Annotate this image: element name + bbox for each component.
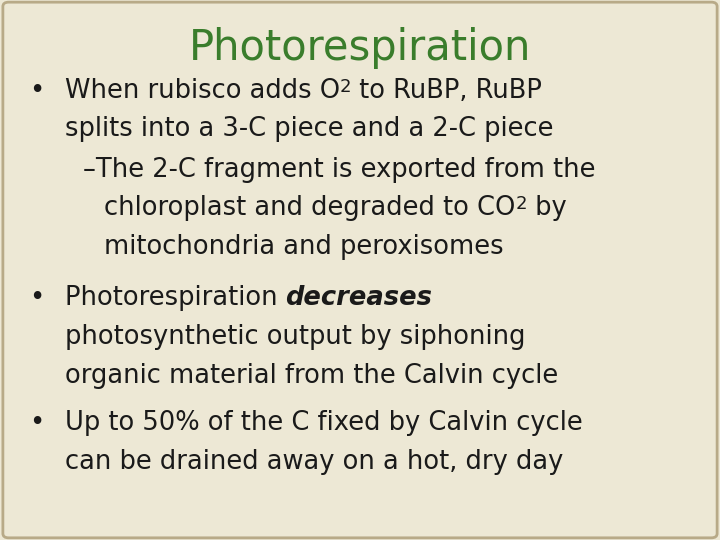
Text: by: by	[527, 195, 567, 221]
Text: 2: 2	[516, 195, 527, 213]
Text: photosynthetic output by siphoning: photosynthetic output by siphoning	[65, 324, 526, 350]
Text: can be drained away on a hot, dry day: can be drained away on a hot, dry day	[65, 449, 563, 475]
FancyBboxPatch shape	[3, 2, 717, 538]
Text: Photorespiration: Photorespiration	[65, 285, 286, 311]
Text: splits into a 3-C piece and a 2-C piece: splits into a 3-C piece and a 2-C piece	[65, 116, 553, 142]
Text: •: •	[29, 285, 44, 311]
Text: •: •	[29, 410, 44, 436]
Text: Photorespiration: Photorespiration	[189, 27, 531, 69]
Text: organic material from the Calvin cycle: organic material from the Calvin cycle	[65, 363, 558, 389]
Text: When rubisco adds O: When rubisco adds O	[65, 78, 340, 104]
Text: decreases: decreases	[286, 285, 433, 311]
Text: to RuBP, RuBP: to RuBP, RuBP	[351, 78, 542, 104]
Text: 2: 2	[340, 78, 351, 96]
Text: •: •	[29, 78, 44, 104]
Text: mitochondria and peroxisomes: mitochondria and peroxisomes	[104, 234, 504, 260]
Text: –The 2-C fragment is exported from the: –The 2-C fragment is exported from the	[83, 157, 595, 183]
Text: Up to 50% of the C fixed by Calvin cycle: Up to 50% of the C fixed by Calvin cycle	[65, 410, 582, 436]
Text: chloroplast and degraded to CO: chloroplast and degraded to CO	[104, 195, 516, 221]
